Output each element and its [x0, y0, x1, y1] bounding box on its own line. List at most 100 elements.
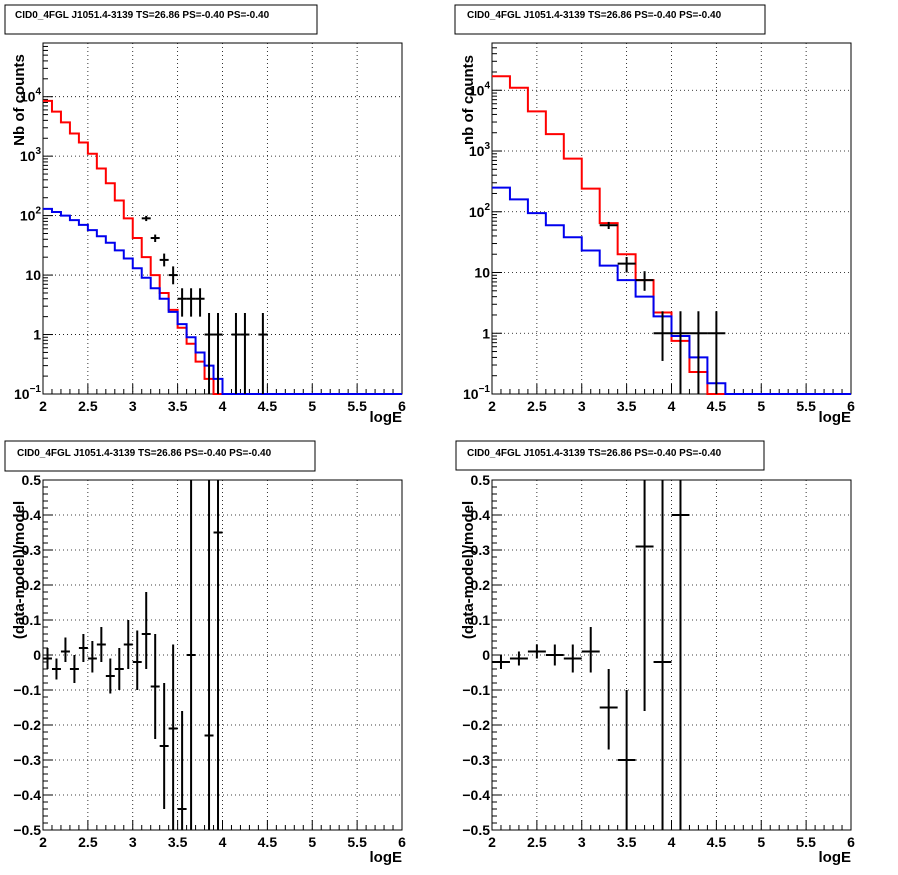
data-point	[96, 627, 106, 662]
title-box	[455, 440, 765, 471]
data-point	[231, 313, 241, 394]
data-point	[195, 288, 205, 317]
y-tick-label: 0.5	[22, 472, 42, 488]
y-tick-label: 0.4	[471, 507, 491, 523]
x-ticks	[491, 820, 852, 830]
data-points	[599, 221, 726, 394]
chart-pad-4: 2 2.5 3 3.5 4 4.5 5 5.5 6 −0.5 −0.4 −0.3 −0.2 −0.1 0 0.…	[455, 440, 855, 866]
data-point	[213, 480, 223, 830]
chart-title: CID0_4FGL J1051.4-3139 TS=26.86 PS=-0.40…	[15, 10, 270, 21]
x-tick-label: 3.5	[617, 834, 637, 850]
x-tick-label: 2	[488, 398, 496, 414]
data-point	[51, 658, 61, 680]
y-axis-label: (data-model)/model	[460, 501, 477, 639]
y-tick-label: −0.4	[462, 787, 490, 803]
data-point	[707, 311, 726, 394]
x-tick-label: 5	[308, 834, 316, 850]
y-tick-label: 10−1	[14, 384, 41, 402]
data-point	[599, 669, 618, 750]
x-ticks	[42, 820, 403, 830]
x-tick-label: 2.5	[527, 398, 547, 414]
y-tick-label: 104	[469, 80, 491, 98]
data-point	[213, 313, 223, 394]
data-point	[492, 655, 510, 669]
chart-pad-1: 2 2.5 3 3.5 4 4.5 5 5.5 6 10−1 1 10 102 103 104 logE Nb …	[4, 4, 406, 426]
title-box	[4, 440, 316, 472]
y-tick-label: −0.1	[462, 682, 490, 698]
x-tick-label: 5.5	[796, 834, 816, 850]
y-tick-label: 0.5	[471, 472, 491, 488]
y-tick-label: −0.3	[13, 752, 41, 768]
x-tick-label: 2	[39, 834, 47, 850]
data-point	[689, 311, 708, 394]
x-axis-label: logE	[819, 849, 852, 866]
x-tick-label: 4	[668, 834, 676, 850]
data-points	[141, 215, 268, 394]
y-axis-label: nb of counts	[460, 55, 477, 145]
x-tick-label: 4.5	[707, 834, 727, 850]
y-tick-label: 0.3	[22, 542, 42, 558]
chart-pad-3: 2 2.5 3 3.5 4 4.5 5 5.5 6 −0.5 −0.4 −0.3 −0.2 −0.1 0 0.…	[4, 440, 406, 866]
data-point	[87, 641, 97, 673]
y-ticks	[43, 42, 53, 395]
x-tick-label: 6	[847, 398, 855, 414]
data-point	[114, 648, 124, 690]
data-point	[635, 480, 654, 711]
x-tick-label: 4.5	[258, 834, 278, 850]
data-points	[492, 480, 690, 830]
x-tick-label: 5	[757, 398, 765, 414]
y-tick-label: 0	[482, 647, 490, 663]
y-tick-label: 0	[33, 647, 41, 663]
data-point	[150, 634, 160, 739]
x-tick-label: 2.5	[78, 834, 98, 850]
data-point	[671, 311, 690, 394]
data-point	[177, 288, 187, 317]
data-point	[78, 634, 88, 662]
data-point	[186, 288, 196, 317]
data-point	[123, 620, 133, 669]
y-axis-label: (data-model)/model	[11, 501, 28, 639]
y-tick-label: 10	[25, 267, 41, 283]
data-point	[653, 311, 672, 361]
y-tick-label: 103	[20, 146, 42, 164]
x-axis-label: logE	[370, 849, 403, 866]
data-point	[617, 257, 636, 273]
y-tick-label: 0.3	[471, 542, 491, 558]
data-point	[617, 690, 636, 830]
y-tick-label: 102	[20, 206, 42, 224]
data-point	[204, 480, 214, 830]
data-point	[671, 480, 690, 830]
y-tick-label: −0.4	[13, 787, 41, 803]
y-tick-label: −0.2	[462, 717, 490, 733]
y-ticks	[492, 42, 502, 395]
data-point	[159, 683, 169, 809]
x-tick-label: 4.5	[707, 398, 727, 414]
y-tick-label: 0.2	[22, 577, 42, 593]
title-box	[454, 4, 766, 35]
x-tick-label: 2	[488, 834, 496, 850]
data-point	[258, 313, 268, 394]
grid	[42, 43, 403, 395]
y-tick-label: 102	[469, 202, 491, 220]
y-tick-label: −0.1	[13, 682, 41, 698]
x-tick-label: 3	[129, 398, 137, 414]
data-point	[168, 266, 178, 285]
x-tick-label: 5	[757, 834, 765, 850]
data-point	[509, 651, 528, 666]
data-points	[43, 480, 223, 830]
x-tick-label: 6	[398, 834, 406, 850]
y-tick-label: 104	[20, 87, 42, 105]
y-tick-label: 1	[33, 327, 41, 343]
y-tick-label: −0.2	[13, 717, 41, 733]
data-point	[132, 630, 142, 690]
x-tick-label: 2.5	[527, 834, 547, 850]
y-tick-label: 10	[474, 265, 490, 281]
y-tick-label: −0.5	[13, 822, 41, 838]
x-tick-label: 5	[308, 398, 316, 414]
y-tick-label: 0.2	[471, 577, 491, 593]
y-tick-label: −0.3	[462, 752, 490, 768]
data-point	[105, 658, 115, 694]
x-axis-label: logE	[819, 409, 852, 426]
x-tick-label: 3	[129, 834, 137, 850]
